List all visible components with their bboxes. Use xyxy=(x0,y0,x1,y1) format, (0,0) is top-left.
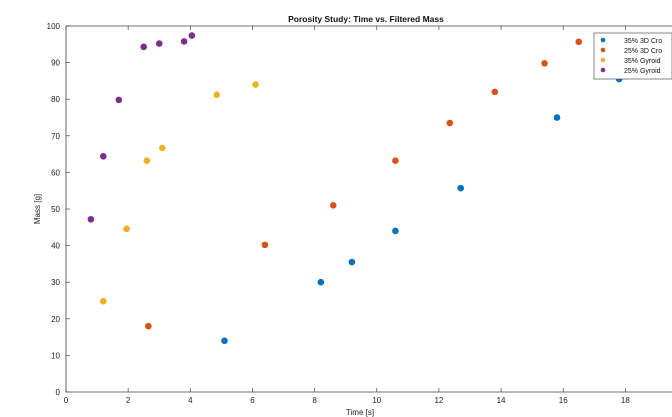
data-point-series-4 xyxy=(140,43,147,51)
data-point-series-1 xyxy=(317,278,325,286)
data-point-series-2 xyxy=(491,88,499,96)
data-point-series-2 xyxy=(261,241,269,249)
legend: 35% 3D Cro 25% 3D Cro 35% Gyroid 25% Gyroid xyxy=(593,32,672,80)
y-tick-label: 100 xyxy=(47,22,61,31)
x-tick-label: 16 xyxy=(559,396,568,405)
legend-box xyxy=(593,32,672,80)
data-point-series-2 xyxy=(575,38,583,46)
data-point-series-1 xyxy=(392,227,399,235)
x-axis-label: Time [s] xyxy=(346,408,374,417)
data-point-series-3 xyxy=(123,225,130,233)
data-point-series-2 xyxy=(446,119,454,127)
legend-marker xyxy=(600,67,606,73)
data-point-series-4 xyxy=(99,152,107,160)
y-tick-label: 90 xyxy=(51,59,60,68)
data-point-series-3 xyxy=(252,81,259,88)
legend-marker xyxy=(600,47,606,53)
legend-entry-label: 35% Gyroid xyxy=(624,58,661,65)
data-point-series-2 xyxy=(145,322,152,330)
x-tick-label: 6 xyxy=(250,396,255,405)
data-point-series-2 xyxy=(541,60,548,67)
data-point-series-2 xyxy=(329,202,337,209)
y-tick-label: 40 xyxy=(51,242,60,251)
legend-marker xyxy=(600,37,606,43)
data-point-series-4 xyxy=(87,215,95,223)
x-tick-label: 2 xyxy=(126,396,131,405)
y-tick-label: 60 xyxy=(51,168,60,177)
data-point-series-1 xyxy=(221,337,228,345)
axes: 0 2 4 6 8 10 12 14 16 18 0 10 20 30 40 50 60 70 80 90 100 xyxy=(47,22,672,405)
data-point-series-3 xyxy=(213,91,221,99)
x-tick-label: 8 xyxy=(312,396,317,405)
x-tick-label: 0 xyxy=(64,396,69,405)
y-tick-label: 80 xyxy=(51,95,60,104)
data-point-series-1 xyxy=(348,258,356,266)
data-point-series-3 xyxy=(99,297,107,305)
y-tick-label: 0 xyxy=(56,388,61,397)
data-point-series-3 xyxy=(143,157,151,164)
x-tick-label: 14 xyxy=(497,396,506,405)
legend-marker xyxy=(600,57,606,63)
data-points xyxy=(87,32,623,345)
x-tick-label: 12 xyxy=(434,396,443,405)
x-tick-label: 10 xyxy=(372,396,381,405)
legend-entry-label: 25% 3D Cro xyxy=(624,48,662,55)
y-tick-label: 30 xyxy=(51,278,60,287)
y-tick-label: 70 xyxy=(51,132,60,141)
data-point-series-4 xyxy=(115,96,123,104)
y-tick-label: 20 xyxy=(51,315,60,324)
x-tick-label: 4 xyxy=(188,396,193,405)
chart-title: Porosity Study: Time vs. Filtered Mass xyxy=(288,14,444,24)
x-tick-label: 18 xyxy=(621,396,630,405)
data-point-series-4 xyxy=(188,32,196,39)
data-point-series-1 xyxy=(457,184,464,192)
plot-area xyxy=(66,26,672,392)
data-point-series-4 xyxy=(155,40,163,47)
legend-entry-label: 35% 3D Cro xyxy=(624,38,662,45)
data-point-series-2 xyxy=(392,157,399,164)
y-axis-label: Mass [g] xyxy=(33,194,42,224)
data-point-series-1 xyxy=(553,114,561,121)
data-point-series-4 xyxy=(180,38,188,45)
legend-entry-label: 25% Gyroid xyxy=(624,68,661,75)
data-point-series-3 xyxy=(159,144,166,152)
y-tick-label: 50 xyxy=(51,205,60,214)
y-tick-label: 10 xyxy=(51,351,60,360)
